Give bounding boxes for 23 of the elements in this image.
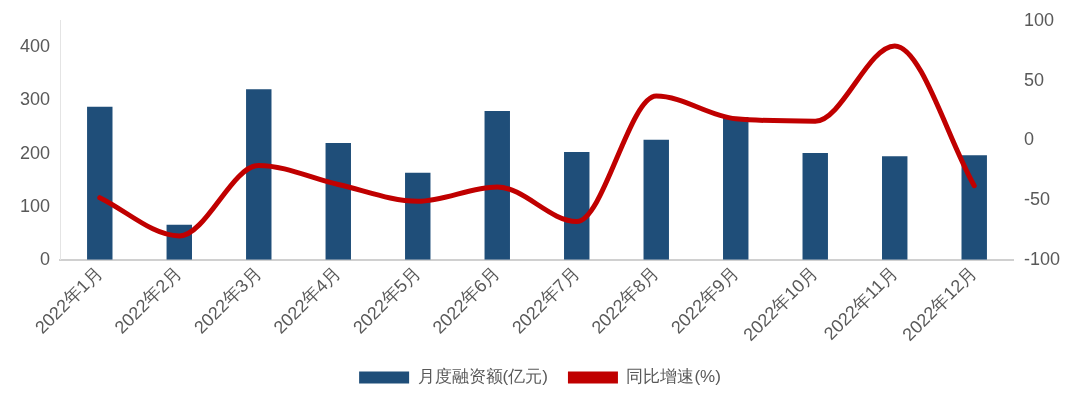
bar: [405, 172, 431, 260]
bar: [961, 155, 987, 260]
bar: [246, 89, 272, 260]
y-tick-label: 300: [19, 89, 51, 110]
bar: [564, 151, 590, 260]
y-tick-label: 100: [19, 195, 51, 216]
bar: [484, 111, 510, 260]
legend-label: 月度融资额(亿元): [417, 367, 548, 387]
y-tick-label: 0: [40, 248, 51, 269]
y2-tick-label: -100: [1023, 248, 1060, 269]
legend-label: 同比增速(%): [626, 367, 721, 387]
bar: [723, 116, 749, 260]
bar: [325, 142, 351, 260]
bar: [802, 153, 828, 260]
bar: [87, 106, 113, 260]
y2-tick-label: -50: [1023, 189, 1050, 210]
y2-tick-label: 0: [1023, 129, 1034, 150]
y-tick-label: 400: [19, 36, 51, 57]
bar: [643, 139, 669, 260]
bar: [882, 156, 908, 260]
y-tick-label: 200: [19, 142, 51, 163]
y2-tick-label: 100: [1023, 9, 1055, 30]
y2-tick-label: 50: [1023, 69, 1044, 90]
